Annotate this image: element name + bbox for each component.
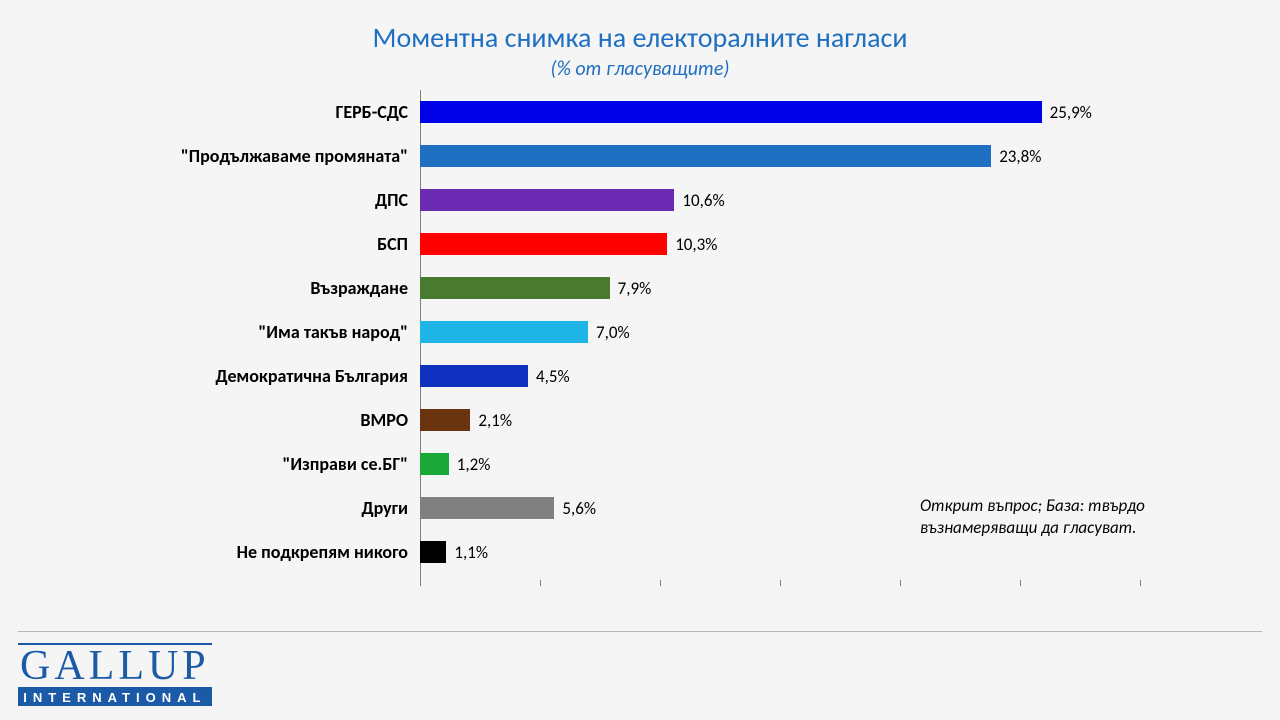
- bar: [420, 497, 554, 519]
- bar-label: Демократична България: [215, 365, 420, 387]
- bar-label: "Има такъв народ": [258, 321, 420, 343]
- chart-footnote: Открит въпрос; База: твърдо възнамеряващ…: [920, 495, 1210, 539]
- bar: [420, 101, 1042, 123]
- bar: [420, 189, 674, 211]
- bar-value: 5,6%: [562, 498, 596, 519]
- bar-label: ДПС: [375, 189, 420, 211]
- chart-title: Моментна снимка на електоралните нагласи: [0, 0, 1280, 55]
- chart-row: БСП10,3%: [420, 222, 1140, 266]
- chart-row: ГЕРБ-СДС25,9%: [420, 90, 1140, 134]
- axis-tick: [420, 580, 421, 586]
- chart-row: Възраждане7,9%: [420, 266, 1140, 310]
- chart-subtitle: (% от гласуващите): [0, 57, 1280, 81]
- bar: [420, 145, 991, 167]
- bar: [420, 409, 470, 431]
- axis-tick: [1020, 580, 1021, 586]
- axis-tick: [900, 580, 901, 586]
- bar-value: 1,1%: [454, 542, 488, 563]
- bar: [420, 233, 667, 255]
- bar-label: ВМРО: [360, 409, 420, 431]
- bar-value: 25,9%: [1050, 102, 1092, 123]
- chart-row: ВМРО2,1%: [420, 398, 1140, 442]
- logo-sub-text: INTERNATIONAL: [18, 689, 212, 706]
- gallup-logo: GALLUP INTERNATIONAL: [18, 643, 212, 706]
- bar-label: "Изправи се.БГ": [282, 453, 420, 475]
- bar: [420, 321, 588, 343]
- bar-value: 7,0%: [596, 322, 630, 343]
- bar-value: 23,8%: [999, 146, 1041, 167]
- chart-row: Демократична България4,5%: [420, 354, 1140, 398]
- bar-label: Възраждане: [310, 277, 420, 299]
- bar-value: 10,3%: [675, 234, 717, 255]
- bar-value: 10,6%: [682, 190, 724, 211]
- bar: [420, 541, 446, 563]
- bar-label: ГЕРБ-СДС: [336, 101, 420, 123]
- bar-value: 1,2%: [457, 454, 491, 475]
- footer-divider: [18, 631, 1262, 632]
- bar: [420, 453, 449, 475]
- axis-tick: [1140, 580, 1141, 586]
- chart-row: "Има такъв народ"7,0%: [420, 310, 1140, 354]
- chart-row: ДПС10,6%: [420, 178, 1140, 222]
- bar-label: БСП: [377, 233, 420, 255]
- bar-label: Други: [361, 497, 420, 519]
- logo-main-text: GALLUP: [18, 643, 212, 689]
- chart-row: "Изправи се.БГ"1,2%: [420, 442, 1140, 486]
- bar-value: 2,1%: [478, 410, 512, 431]
- chart-row: "Продължаваме промяната"23,8%: [420, 134, 1140, 178]
- axis-tick: [780, 580, 781, 586]
- axis-tick: [540, 580, 541, 586]
- bar-value: 7,9%: [618, 278, 652, 299]
- bar: [420, 365, 528, 387]
- bar-label: Не подкрепям никого: [237, 541, 420, 563]
- bar-label: "Продължаваме промяната": [181, 145, 420, 167]
- axis-tick: [660, 580, 661, 586]
- bar: [420, 277, 610, 299]
- bar-value: 4,5%: [536, 366, 570, 387]
